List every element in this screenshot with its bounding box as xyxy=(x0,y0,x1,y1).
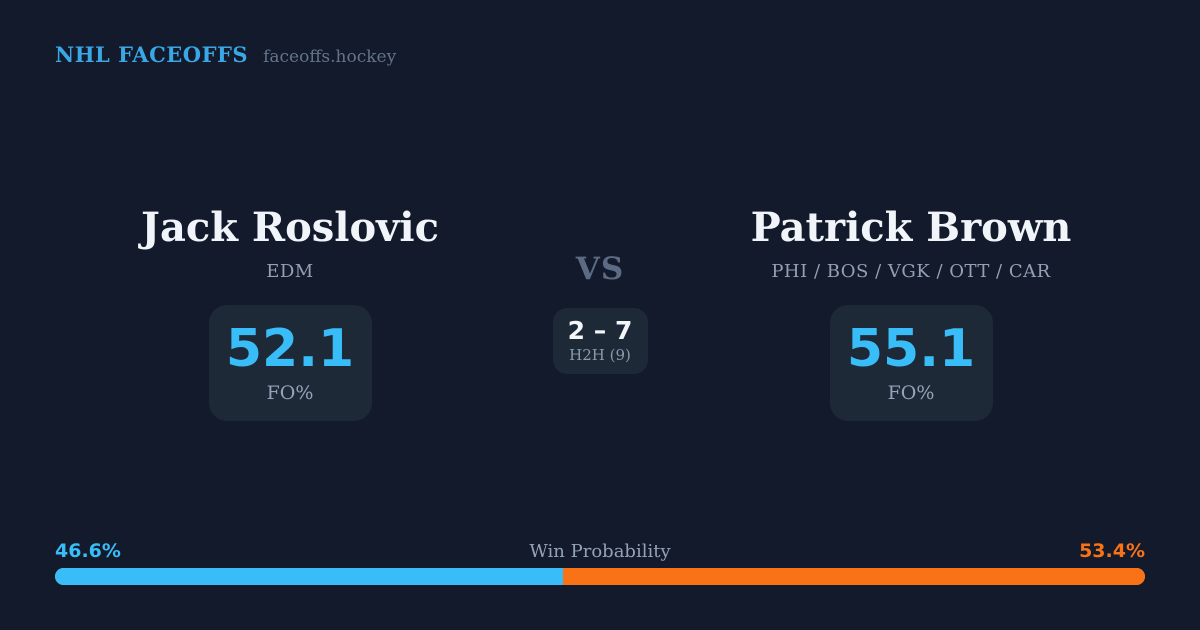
player-name-right: Patrick Brown xyxy=(750,204,1072,251)
faceoff-pct-card-left: 52.1 FO% xyxy=(208,305,372,421)
vs-column: VS 2 – 7 H2H (9) xyxy=(530,250,670,374)
win-probability-labels: Win Probability 46.6% 53.4% xyxy=(55,540,1145,564)
win-probability-left-pct: 46.6% xyxy=(55,540,121,562)
site-domain: faceoffs.hockey xyxy=(263,47,397,67)
head-to-head-card: 2 – 7 H2H (9) xyxy=(552,307,648,374)
win-probability-title: Win Probability xyxy=(529,541,671,562)
faceoff-pct-value-left: 52.1 xyxy=(225,318,355,379)
player-column-right: Patrick Brown PHI / BOS / VGK / OTT / CA… xyxy=(721,206,1101,421)
player-teams-left: EDM xyxy=(266,261,314,282)
brand-title: NHL FACEOFFS xyxy=(55,42,249,67)
player-name-left: Jack Roslovic xyxy=(141,204,439,251)
faceoff-pct-card-right: 55.1 FO% xyxy=(829,305,993,421)
win-probability-right-pct: 53.4% xyxy=(1079,540,1145,562)
win-probability-bar xyxy=(55,568,1145,585)
win-probability-bar-right-segment xyxy=(562,568,1145,585)
head-to-head-label: H2H (9) xyxy=(569,345,631,364)
player-teams-right: PHI / BOS / VGK / OTT / CAR xyxy=(771,261,1051,282)
win-probability-bar-left-segment xyxy=(55,568,563,585)
faceoff-pct-label-left: FO% xyxy=(266,381,314,404)
vs-label: VS xyxy=(575,251,625,287)
faceoff-pct-value-right: 55.1 xyxy=(846,318,976,379)
faceoff-pct-label-right: FO% xyxy=(887,381,935,404)
head-to-head-score: 2 – 7 xyxy=(567,315,633,345)
player-column-left: Jack Roslovic EDM 52.1 FO% xyxy=(100,206,480,421)
header: NHL FACEOFFS faceoffs.hockey xyxy=(55,42,396,67)
